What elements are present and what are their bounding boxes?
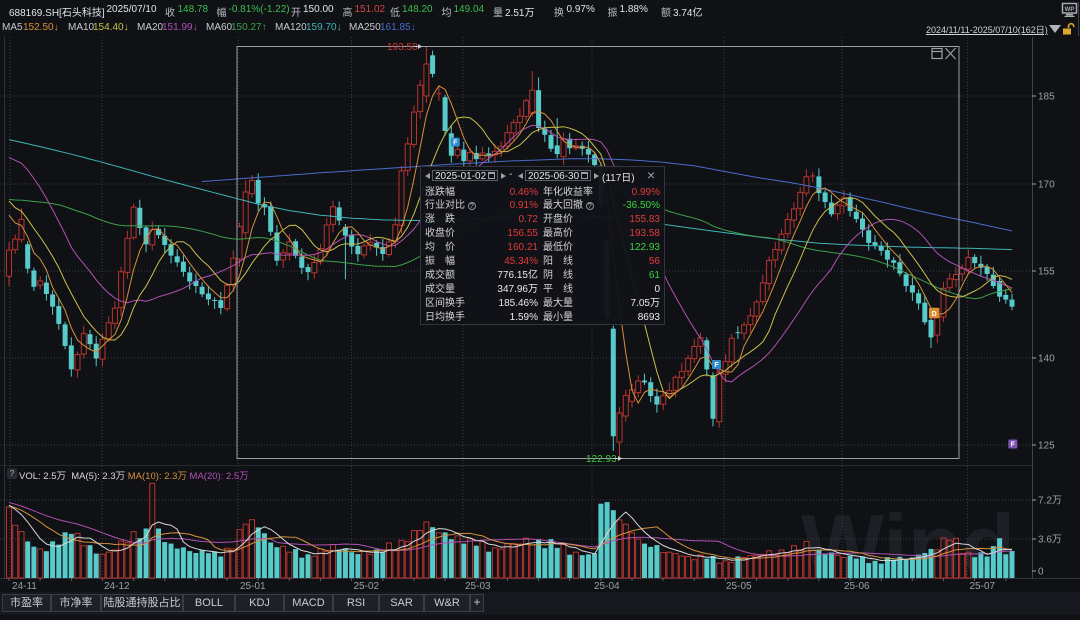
svg-text:7.2万: 7.2万 <box>1038 496 1062 507</box>
svg-text:0: 0 <box>1038 567 1044 578</box>
svg-text:25-05: 25-05 <box>726 581 752 592</box>
svg-text:F: F <box>714 362 719 369</box>
svg-text:25-01: 25-01 <box>240 581 266 592</box>
svg-text:185: 185 <box>1038 92 1055 103</box>
svg-text:3.6万: 3.6万 <box>1038 535 1062 546</box>
svg-text:WP: WP <box>1065 7 1075 13</box>
svg-text:F: F <box>1011 442 1016 449</box>
svg-text:170: 170 <box>1038 180 1055 191</box>
svg-text:125: 125 <box>1038 441 1055 452</box>
svg-text:155: 155 <box>1038 267 1055 278</box>
svg-text:25-02: 25-02 <box>354 581 380 592</box>
svg-text:122.93: 122.93 <box>586 454 617 465</box>
svg-text:193.58: 193.58 <box>387 42 418 53</box>
svg-text:D: D <box>932 311 937 318</box>
svg-text:24-11: 24-11 <box>12 581 37 592</box>
svg-text:25-07: 25-07 <box>970 581 996 592</box>
svg-text:25-03: 25-03 <box>465 581 491 592</box>
svg-text:25-06: 25-06 <box>844 581 870 592</box>
svg-text:24-12: 24-12 <box>104 581 130 592</box>
svg-text:25-04: 25-04 <box>594 581 620 592</box>
svg-text:140: 140 <box>1038 354 1055 365</box>
svg-text:F: F <box>453 140 458 147</box>
